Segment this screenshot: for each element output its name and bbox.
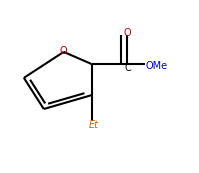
- Text: OMe: OMe: [145, 61, 167, 71]
- Text: O: O: [60, 46, 67, 56]
- Text: Et: Et: [89, 120, 99, 130]
- Text: O: O: [124, 28, 131, 38]
- Text: C: C: [125, 63, 132, 73]
